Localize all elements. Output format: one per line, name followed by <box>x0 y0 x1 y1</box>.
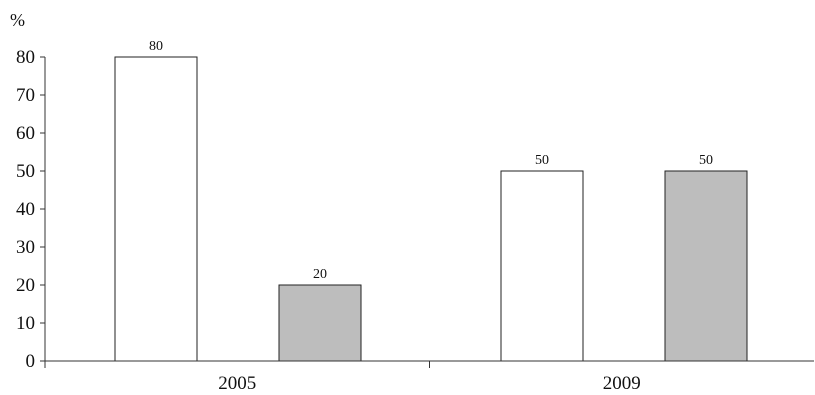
x-axis-ticks: 2005 2009 <box>44 361 641 394</box>
y-tick-label: 40 <box>16 199 35 220</box>
data-labels-group: 80 20 50 50 <box>149 39 713 282</box>
y-tick-label: 50 <box>16 161 35 182</box>
y-tick-label: 60 <box>16 123 35 144</box>
x-category-label: 2005 <box>218 373 256 394</box>
y-axis-unit-label: % <box>10 10 25 30</box>
bar-value-label: 50 <box>699 153 713 168</box>
y-tick-label: 80 <box>16 47 35 68</box>
bar-2005-series-1 <box>114 56 198 362</box>
bar-2005-series-2 <box>278 284 362 362</box>
y-tick-label: 70 <box>16 85 35 106</box>
y-axis-ticks: 0 10 20 30 40 50 60 70 80 <box>16 47 45 372</box>
bar-2009-series-1 <box>500 170 584 362</box>
bar-value-label: 20 <box>313 267 327 282</box>
bar-2009-series-2 <box>664 170 748 362</box>
bars-group <box>114 56 748 362</box>
y-tick-label: 30 <box>16 237 35 258</box>
y-tick-label: 0 <box>26 351 36 372</box>
bar-value-label: 50 <box>535 153 549 168</box>
y-tick-label: 20 <box>16 275 35 296</box>
y-tick-label: 10 <box>16 313 35 334</box>
x-category-label: 2009 <box>603 373 641 394</box>
bar-value-label: 80 <box>149 39 163 54</box>
